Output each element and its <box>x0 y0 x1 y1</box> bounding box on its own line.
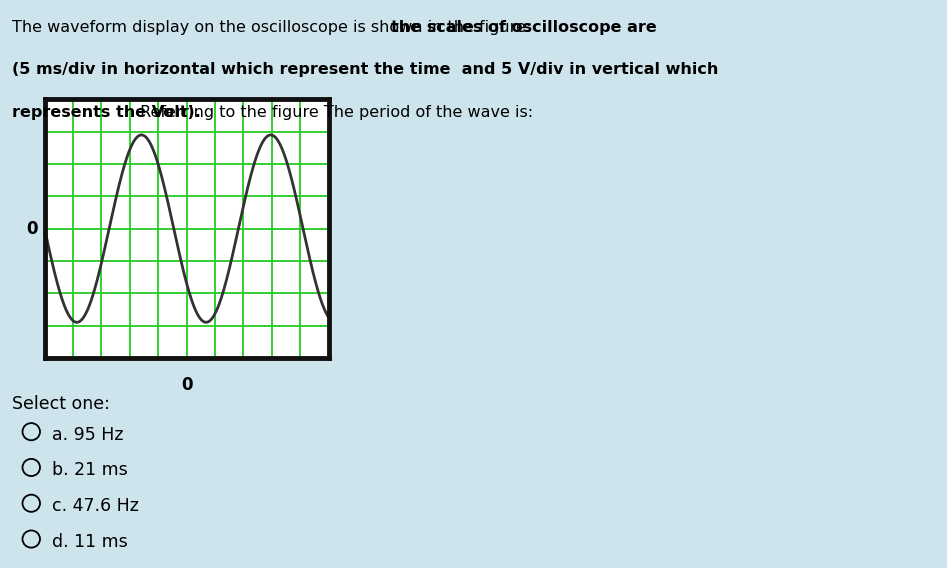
Text: 0: 0 <box>181 375 192 394</box>
Text: Referring to the figure The period of the wave is:: Referring to the figure The period of th… <box>134 105 533 120</box>
Text: Select one:: Select one: <box>12 395 110 413</box>
Text: d. 11 ms: d. 11 ms <box>52 533 128 551</box>
Text: the scales of oscilloscope are: the scales of oscilloscope are <box>391 20 656 35</box>
Text: b. 21 ms: b. 21 ms <box>52 461 128 479</box>
Text: c. 47.6 Hz: c. 47.6 Hz <box>52 497 139 515</box>
Text: a. 95 Hz: a. 95 Hz <box>52 425 124 444</box>
Text: represents the Volt).: represents the Volt). <box>12 105 201 120</box>
Text: The waveform display on the oscilloscope is shown in the figure:: The waveform display on the oscilloscope… <box>12 20 537 35</box>
Text: (5 ms/div in horizontal which represent the time  and 5 V/div in vertical which: (5 ms/div in horizontal which represent … <box>12 62 719 77</box>
Text: 0: 0 <box>26 220 38 237</box>
